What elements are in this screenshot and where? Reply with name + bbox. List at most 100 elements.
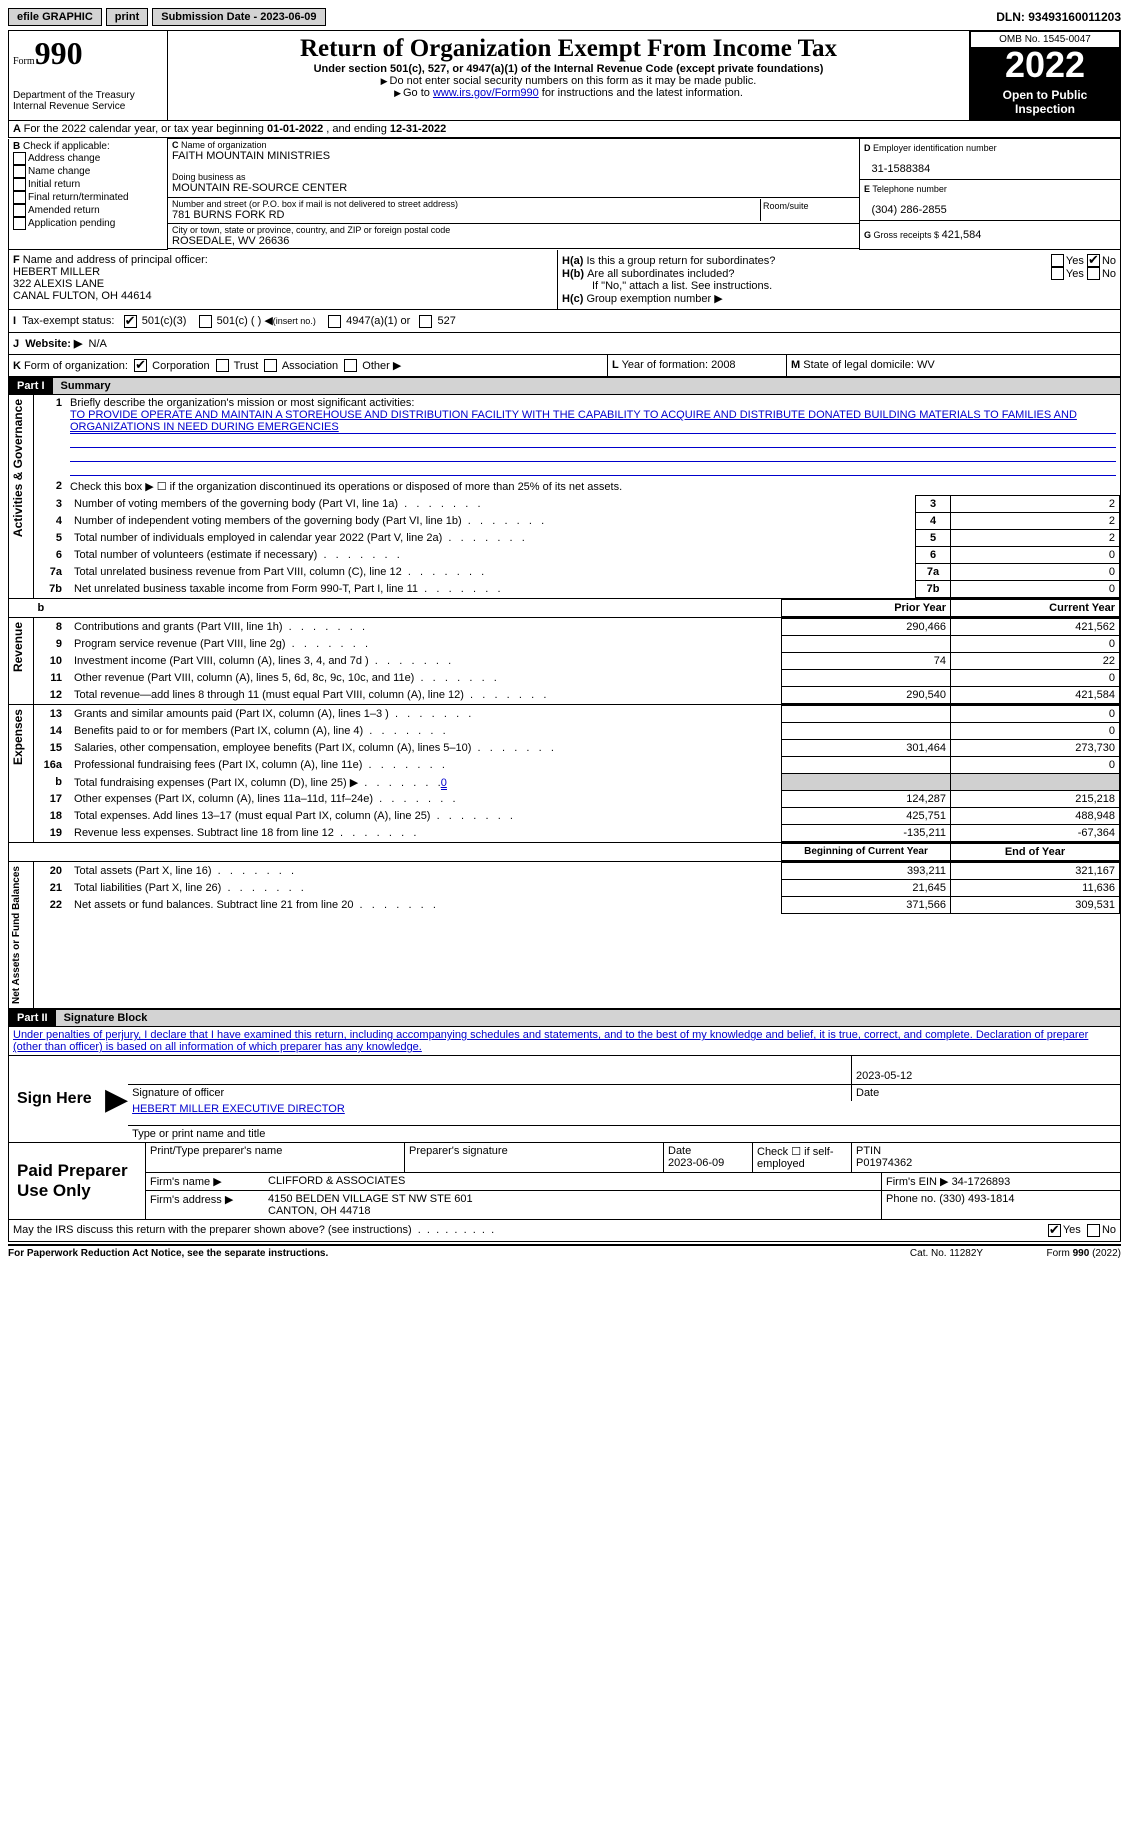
- check-applicable: Check if applicable:: [23, 141, 110, 152]
- revenue-label: Revenue: [9, 618, 27, 676]
- form-number: 990: [35, 35, 83, 71]
- gross-receipts-label: Gross receipts $: [874, 230, 940, 240]
- 501c3-checkbox[interactable]: [124, 315, 137, 328]
- data-row: bTotal fundraising expenses (Part IX, co…: [34, 774, 1120, 791]
- other-checkbox[interactable]: [344, 359, 357, 372]
- irs-link[interactable]: www.irs.gov/Form990: [433, 87, 539, 99]
- hb-no-checkbox[interactable]: [1087, 267, 1100, 280]
- website-value: N/A: [89, 338, 107, 350]
- 501c-checkbox[interactable]: [199, 315, 212, 328]
- ssn-warning: Do not enter social security numbers on …: [172, 75, 965, 87]
- gov-row: 5Total number of individuals employed in…: [34, 530, 1120, 547]
- sig-date-label: Date: [852, 1085, 1121, 1102]
- perjury-declaration: Under penalties of perjury, I declare th…: [13, 1029, 1088, 1053]
- hb-label: Are all subordinates included?: [587, 268, 1051, 280]
- initial-return-checkbox[interactable]: [13, 178, 26, 191]
- firm-addr2: CANTON, OH 44718: [268, 1205, 371, 1217]
- address-change-checkbox[interactable]: [13, 152, 26, 165]
- org-form-block: K Form of organization: Corporation Trus…: [8, 355, 1121, 378]
- ein-value: 31-1588384: [872, 163, 931, 175]
- firm-phone-label: Phone no.: [886, 1193, 936, 1205]
- name-change-checkbox[interactable]: [13, 165, 26, 178]
- prep-date-value: 2023-06-09: [668, 1157, 724, 1169]
- city-value: ROSEDALE, WV 26636: [172, 235, 289, 247]
- part-i-header: Part ISummary: [8, 377, 1121, 395]
- top-toolbar: efile GRAPHIC print Submission Date - 20…: [8, 8, 1121, 26]
- firm-ein-value: 34-1726893: [952, 1176, 1011, 1188]
- firm-name-value: CLIFFORD & ASSOCIATES: [264, 1173, 882, 1190]
- gov-row: 7aTotal unrelated business revenue from …: [34, 564, 1120, 581]
- net-assets-label: Net Assets or Fund Balances: [9, 862, 24, 1008]
- state-domicile-value: WV: [917, 359, 935, 371]
- tax-status-label: Tax-exempt status:: [22, 315, 114, 327]
- phone-value: (304) 286-2855: [872, 204, 947, 216]
- hb-yes-checkbox[interactable]: [1051, 267, 1064, 280]
- current-year-header: Current Year: [951, 600, 1120, 617]
- boy-header: Beginning of Current Year: [782, 844, 951, 861]
- summary-table: Activities & Governance 1Briefly describ…: [8, 395, 1121, 1009]
- form-title: Return of Organization Exempt From Incom…: [172, 35, 965, 63]
- 4947-checkbox[interactable]: [328, 315, 341, 328]
- website-block: J Website: ▶ N/A: [8, 333, 1121, 355]
- ein-label: Employer identification number: [873, 143, 997, 153]
- submission-date: Submission Date - 2023-06-09: [152, 8, 325, 26]
- firm-addr1: 4150 BELDEN VILLAGE ST NW STE 601: [268, 1193, 473, 1205]
- room-suite-label: Room/suite: [760, 199, 855, 221]
- discontinued-label: Check this box ▶ ☐ if the organization d…: [70, 480, 622, 493]
- officer-name: HEBERT MILLER: [13, 266, 100, 278]
- data-row: 16aProfessional fundraising fees (Part I…: [34, 757, 1120, 774]
- org-name-label: Name of organization: [181, 140, 267, 150]
- firm-addr-label: Firm's address ▶: [146, 1191, 264, 1219]
- assoc-checkbox[interactable]: [264, 359, 277, 372]
- officer-sig-name: HEBERT MILLER EXECUTIVE DIRECTOR: [132, 1103, 345, 1115]
- form-subtitle: Under section 501(c), 527, or 4947(a)(1)…: [172, 63, 965, 75]
- preparer-block: Paid Preparer Use Only Print/Type prepar…: [8, 1143, 1121, 1220]
- efile-button[interactable]: efile GRAPHIC: [8, 8, 102, 26]
- sign-here-block: Sign Here ▶ 2023-05-12 Signature of offi…: [8, 1055, 1121, 1143]
- discuss-row: May the IRS discuss this return with the…: [8, 1220, 1121, 1242]
- trust-checkbox[interactable]: [216, 359, 229, 372]
- data-row: 14Benefits paid to or for members (Part …: [34, 723, 1120, 740]
- open-public: Open to Public Inspection: [970, 83, 1120, 120]
- corp-checkbox[interactable]: [134, 359, 147, 372]
- gov-row: 3Number of voting members of the governi…: [34, 496, 1120, 513]
- prior-year-header: Prior Year: [782, 600, 951, 617]
- ha-yes-checkbox[interactable]: [1051, 254, 1064, 267]
- city-label: City or town, state or province, country…: [172, 225, 450, 235]
- entity-block: B Check if applicable: Address change Na…: [8, 138, 1121, 250]
- gross-receipts-value: 421,584: [942, 229, 982, 241]
- data-row: 9Program service revenue (Part VIII, lin…: [34, 636, 1120, 653]
- line-a: A For the 2022 calendar year, or tax yea…: [8, 121, 1121, 138]
- goto-label: Go to: [394, 87, 433, 99]
- hb-note: If "No," attach a list. See instructions…: [562, 280, 1116, 292]
- final-return-checkbox[interactable]: [13, 191, 26, 204]
- gov-row: 6Total number of volunteers (estimate if…: [34, 547, 1120, 564]
- officer-addr1: 322 ALEXIS LANE: [13, 278, 104, 290]
- eoy-header: End of Year: [951, 844, 1120, 861]
- street-label: Number and street (or P.O. box if mail i…: [172, 199, 458, 209]
- expenses-label: Expenses: [9, 705, 27, 769]
- discuss-no-checkbox[interactable]: [1087, 1224, 1100, 1237]
- application-pending-checkbox[interactable]: [13, 217, 26, 230]
- officer-block: F Name and address of principal officer:…: [8, 250, 1121, 310]
- type-name-label: Type or print name and title: [128, 1126, 1120, 1143]
- discuss-question: May the IRS discuss this return with the…: [13, 1224, 412, 1236]
- amended-return-checkbox[interactable]: [13, 204, 26, 217]
- print-button[interactable]: print: [106, 8, 148, 26]
- year-formation-value: 2008: [711, 359, 735, 371]
- ptin-value: P01974362: [856, 1157, 912, 1169]
- self-employed-label: Check ☐ if self-employed: [753, 1143, 852, 1172]
- ha-no-checkbox[interactable]: [1087, 254, 1100, 267]
- dba-label: Doing business as: [172, 172, 246, 182]
- phone-label: Telephone number: [872, 184, 947, 194]
- gov-row: 7bNet unrelated business taxable income …: [34, 581, 1120, 598]
- data-row: 22Net assets or fund balances. Subtract …: [34, 897, 1120, 914]
- street-value: 781 BURNS FORK RD: [172, 209, 284, 221]
- data-row: 12Total revenue—add lines 8 through 11 (…: [34, 687, 1120, 704]
- form-label: Form: [13, 56, 35, 67]
- website-label: Website:: [25, 338, 71, 350]
- part-ii-header: Part IISignature Block: [8, 1009, 1121, 1027]
- 527-checkbox[interactable]: [419, 315, 432, 328]
- cat-no: Cat. No. 11282Y: [847, 1248, 1047, 1259]
- discuss-yes-checkbox[interactable]: [1048, 1224, 1061, 1237]
